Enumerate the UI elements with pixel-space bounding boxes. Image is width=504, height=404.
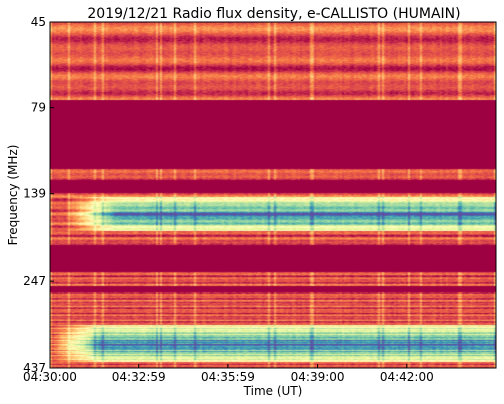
y-tick-label: 437	[23, 361, 46, 375]
x-tick-label: 04:42:00	[380, 370, 434, 384]
y-axis-label: Frequency (MHz)	[6, 145, 20, 246]
spectrogram-image	[50, 22, 496, 368]
x-tick-label: 04:32:59	[112, 370, 166, 384]
chart-title: 2019/12/21 Radio flux density, e-CALLIST…	[87, 6, 460, 22]
y-tick-label: 139	[23, 187, 46, 201]
y-axis-ticks: 45 79 139 247 437	[23, 15, 54, 375]
spectrogram-plot-area	[50, 22, 496, 368]
x-axis-ticks: 04:30:00 04:32:59 04:35:59 04:39:00 04:42:00	[23, 364, 434, 384]
y-tick-label: 247	[23, 274, 46, 288]
x-tick-label: 04:39:00	[291, 370, 345, 384]
plot-frame	[49, 21, 497, 369]
y-tick-label: 79	[31, 101, 46, 115]
x-tick-label: 04:35:59	[201, 370, 255, 384]
y-tick-label: 45	[31, 15, 46, 29]
x-tick-label: 04:30:00	[23, 370, 77, 384]
x-axis-label: Time (UT)	[243, 384, 303, 398]
